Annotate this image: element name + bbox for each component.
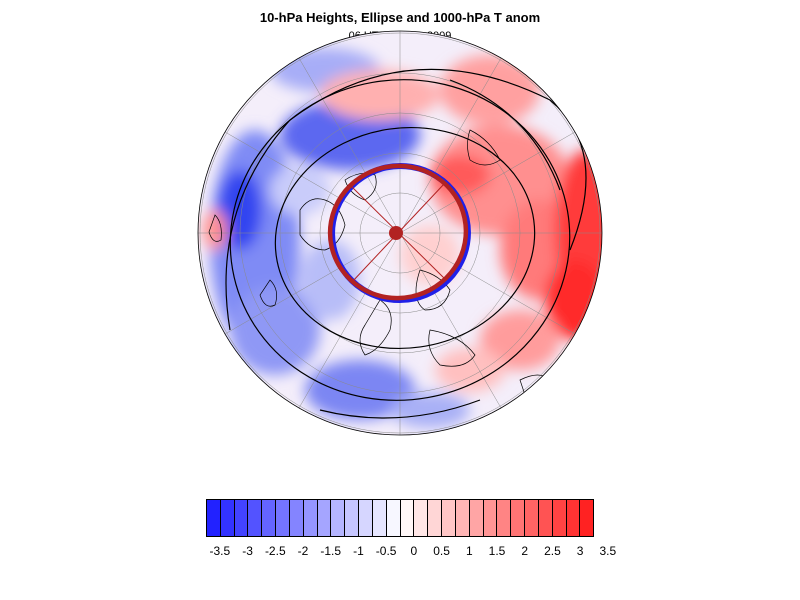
colorbar-swatch bbox=[303, 500, 318, 536]
meridian-line bbox=[224, 232, 401, 335]
colorbar-swatch bbox=[372, 500, 387, 536]
colorbar-tick-label: 1.5 bbox=[488, 544, 506, 558]
colorbar-tick-label: 0 bbox=[410, 544, 418, 558]
meridian-line bbox=[399, 57, 502, 234]
colorbar-swatch bbox=[455, 500, 470, 536]
anomaly-blob bbox=[320, 70, 440, 120]
anomaly-blob bbox=[390, 392, 470, 428]
anomaly-blob bbox=[218, 170, 262, 250]
meridian-line bbox=[224, 131, 401, 234]
colorbar-swatch bbox=[566, 500, 581, 536]
graticule bbox=[198, 31, 602, 435]
colorbar-tick-labels: -3.5 -3 -2.5 -2 -1.5 -1 -0.5 0 0.5 1 1.5 2 2.5 3 3.5 bbox=[0, 544, 800, 560]
colorbar-tick-label: -2 bbox=[297, 544, 309, 558]
colorbar-tick-label: -0.5 bbox=[375, 544, 397, 558]
colorbar-tick-label: -2.5 bbox=[264, 544, 286, 558]
colorbar-swatch bbox=[386, 500, 401, 536]
colorbar-swatch bbox=[580, 500, 594, 536]
colorbar-swatch bbox=[345, 500, 360, 536]
temperature-anomaly-field bbox=[203, 48, 602, 428]
colorbar-swatch bbox=[483, 500, 498, 536]
colorbar-tick-label: 2.5 bbox=[544, 544, 561, 558]
anomaly-blob bbox=[270, 165, 330, 215]
anomaly-blob bbox=[305, 360, 415, 420]
colorbar-tick-label: 3.5 bbox=[599, 544, 617, 558]
colorbar-swatch bbox=[331, 500, 346, 536]
meridian-line bbox=[399, 232, 576, 335]
ellipse-center bbox=[389, 226, 403, 240]
colorbar-swatch bbox=[469, 500, 484, 536]
colorbar-swatch bbox=[428, 500, 443, 536]
anomaly-blob bbox=[480, 310, 560, 370]
colorbar-swatch bbox=[511, 500, 526, 536]
colorbar-tick-label: 2 bbox=[521, 544, 529, 558]
map-border bbox=[197, 30, 603, 436]
colorbar-swatch bbox=[317, 500, 332, 536]
meridian-line bbox=[298, 232, 401, 409]
vortex-ellipse bbox=[327, 162, 471, 304]
colorbar-swatch bbox=[234, 500, 249, 536]
colorbar-swatch bbox=[497, 500, 512, 536]
colorbar-tick-label: -3.5 bbox=[209, 544, 231, 558]
colorbar-tick-label: 0.5 bbox=[433, 544, 450, 558]
polar-map bbox=[197, 30, 603, 436]
colorbar-swatch bbox=[289, 500, 304, 536]
colorbar-swatch bbox=[400, 500, 415, 536]
colorbar-tick-label: 3 bbox=[576, 544, 584, 558]
colorbar-tick-label: -1.5 bbox=[320, 544, 342, 558]
anomaly-blob bbox=[440, 55, 540, 125]
colorbar-tick-label: -1 bbox=[353, 544, 364, 558]
colorbar-swatch bbox=[414, 500, 429, 536]
colorbar-tick-label: 1 bbox=[465, 544, 473, 558]
colorbar-swatch bbox=[552, 500, 567, 536]
colorbar bbox=[206, 499, 594, 537]
chart-title: 10-hPa Heights, Ellipse and 1000-hPa T a… bbox=[259, 10, 541, 25]
anomaly-blob bbox=[300, 240, 360, 320]
colorbar-swatch bbox=[207, 500, 221, 536]
map-disk bbox=[198, 31, 602, 435]
colorbar-swatch bbox=[276, 500, 290, 536]
colorbar-swatch bbox=[538, 500, 553, 536]
colorbar-swatch bbox=[262, 500, 277, 536]
colorbar-swatch bbox=[525, 500, 539, 536]
colorbar-swatch bbox=[359, 500, 373, 536]
colorbar-tick-label: -3 bbox=[242, 544, 253, 558]
anomaly-blob bbox=[230, 285, 320, 375]
colorbar-swatch bbox=[442, 500, 456, 536]
colorbar-swatch bbox=[220, 500, 235, 536]
colorbar-swatch bbox=[248, 500, 263, 536]
ellipse-outline bbox=[327, 163, 469, 301]
anomaly-blob bbox=[435, 348, 505, 392]
height-contours bbox=[225, 68, 587, 419]
meridian-line bbox=[399, 131, 576, 234]
meridian-line bbox=[399, 232, 502, 409]
meridian-line bbox=[298, 57, 401, 234]
